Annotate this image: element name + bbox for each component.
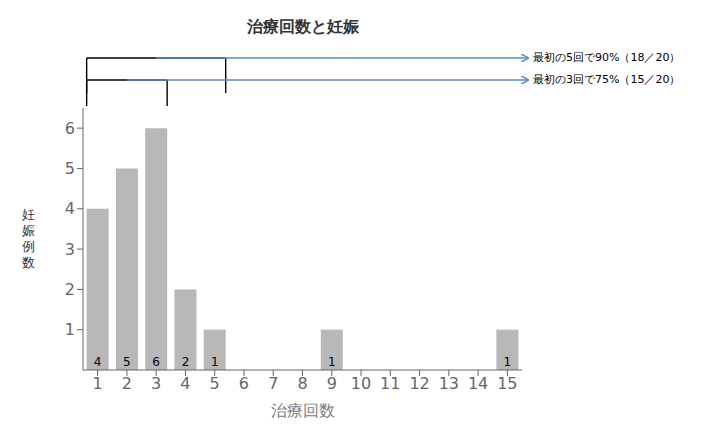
svg-text:1: 1 [328,355,336,369]
svg-text:4: 4 [180,374,190,393]
svg-text:3: 3 [151,374,161,393]
svg-text:5: 5 [123,355,131,369]
svg-text:13: 13 [439,374,459,393]
svg-text:12: 12 [409,374,429,393]
svg-text:15: 15 [497,374,517,393]
svg-text:6: 6 [65,119,75,138]
svg-text:2: 2 [182,355,190,369]
svg-text:4: 4 [65,199,75,218]
svg-text:14: 14 [468,374,488,393]
svg-text:10: 10 [351,374,371,393]
svg-text:6: 6 [152,355,160,369]
svg-text:3: 3 [65,240,75,259]
svg-text:6: 6 [239,374,249,393]
svg-text:11: 11 [380,374,400,393]
svg-text:8: 8 [297,374,307,393]
svg-text:最初の5回で90%（18／20）: 最初の5回で90%（18／20） [533,51,680,64]
svg-text:治療回数と妊娠: 治療回数と妊娠 [246,17,360,36]
svg-text:5: 5 [210,374,220,393]
svg-text:1: 1 [504,355,512,369]
svg-text:妊娠例数: 妊娠例数 [22,207,35,270]
svg-text:9: 9 [327,374,337,393]
svg-text:5: 5 [65,159,75,178]
svg-text:2: 2 [65,280,75,299]
svg-text:4: 4 [94,355,102,369]
svg-text:1: 1 [211,355,219,369]
svg-text:治療回数: 治療回数 [271,401,335,420]
svg-text:7: 7 [268,374,278,393]
svg-text:最初の3回で75%（15／20）: 最初の3回で75%（15／20） [533,73,680,86]
svg-text:2: 2 [122,374,132,393]
svg-text:1: 1 [93,374,103,393]
svg-text:1: 1 [65,320,75,339]
